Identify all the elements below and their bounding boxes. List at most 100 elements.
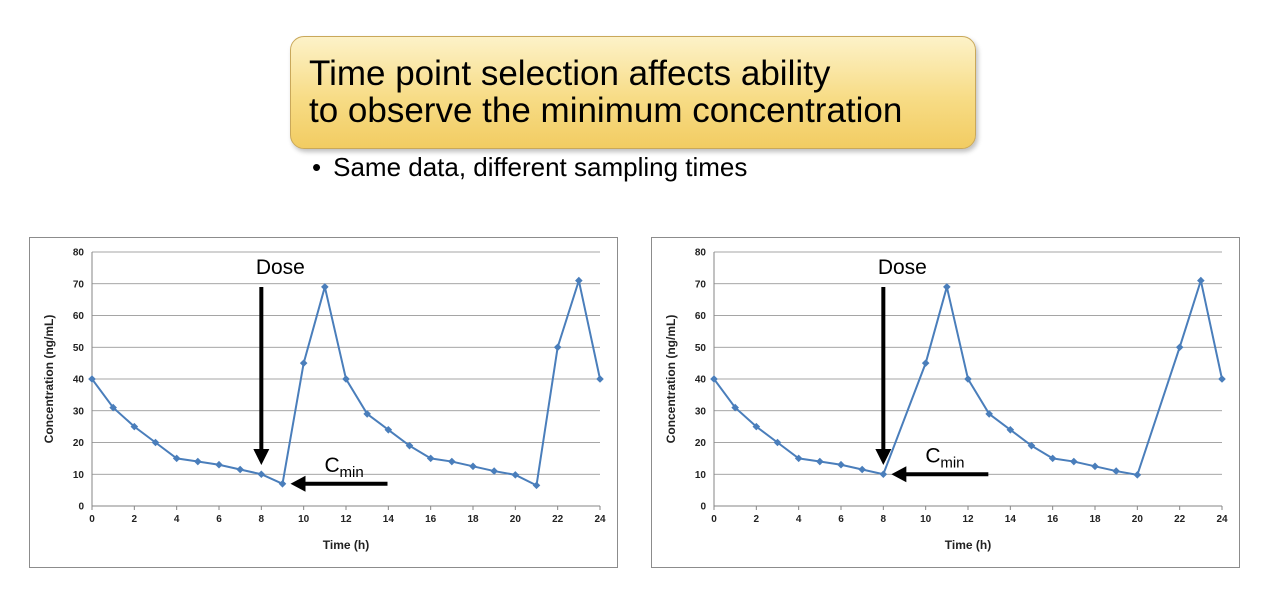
data-point-marker bbox=[342, 375, 350, 383]
data-point-marker bbox=[1218, 375, 1226, 383]
dose-label: Dose bbox=[256, 256, 305, 279]
y-tick-label: 10 bbox=[73, 470, 85, 481]
y-tick-label: 50 bbox=[73, 343, 85, 354]
y-axis-title: Concentration (ng/mL) bbox=[664, 315, 678, 444]
data-point-marker bbox=[88, 375, 96, 383]
data-point-marker bbox=[985, 410, 993, 418]
data-point-marker bbox=[794, 454, 803, 463]
data-point-marker bbox=[1070, 457, 1078, 466]
cmin-label-subscript: min bbox=[940, 454, 964, 471]
data-point-marker bbox=[532, 481, 541, 490]
y-tick-label: 40 bbox=[73, 375, 85, 386]
data-point-marker bbox=[1091, 462, 1099, 471]
chart-panel-right: 0 10 20 30 40 50 60 70 80 0 2 4 6 8 10 12 14 16 18 20 22 24 Ti… bbox=[651, 237, 1240, 568]
cmin-label: C bbox=[925, 444, 940, 467]
data-point-marker bbox=[943, 283, 951, 291]
x-tick-label: 18 bbox=[467, 514, 479, 525]
data-point-marker bbox=[215, 460, 223, 469]
data-point-marker bbox=[490, 467, 498, 475]
x-tick-label: 6 bbox=[838, 514, 844, 525]
x-tick-label: 20 bbox=[510, 514, 522, 525]
x-tick-label: 0 bbox=[711, 514, 717, 525]
y-tick-label: 0 bbox=[78, 502, 84, 513]
data-point-marker bbox=[921, 359, 930, 367]
cmin-label: C bbox=[325, 454, 340, 477]
dose-label: Dose bbox=[878, 256, 927, 279]
x-tick-label: 20 bbox=[1132, 514, 1144, 525]
y-tick-label: 10 bbox=[695, 470, 707, 481]
x-tick-label: 22 bbox=[552, 514, 564, 525]
data-point-marker bbox=[1027, 441, 1036, 450]
x-tick-label: 14 bbox=[383, 514, 395, 525]
data-point-marker bbox=[236, 465, 244, 474]
slide-title-box: Time point selection affects ability to … bbox=[290, 36, 976, 149]
bullet-point: • Same data, different sampling times bbox=[312, 152, 747, 183]
x-tick-label: 12 bbox=[340, 514, 352, 525]
data-point-marker bbox=[816, 457, 824, 466]
x-tick-label: 10 bbox=[920, 514, 932, 525]
series-line bbox=[91, 276, 601, 487]
x-tick-label: 14 bbox=[1005, 514, 1017, 525]
data-point-marker bbox=[321, 283, 329, 291]
data-point-marker bbox=[511, 471, 520, 479]
data-point-marker bbox=[1112, 467, 1120, 475]
y-tick-label: 20 bbox=[695, 438, 707, 449]
x-tick-label: 8 bbox=[881, 514, 887, 525]
data-point-marker bbox=[1048, 454, 1057, 463]
data-point-marker bbox=[1197, 276, 1205, 285]
data-point-marker bbox=[858, 465, 866, 474]
data-point-marker bbox=[405, 441, 414, 450]
x-tick-label: 24 bbox=[594, 514, 606, 525]
x-tick-label: 8 bbox=[259, 514, 265, 525]
data-point-marker bbox=[752, 422, 761, 431]
cmin-arrow-head-icon bbox=[290, 475, 306, 492]
x-axis-title: Time (h) bbox=[945, 538, 991, 552]
bullet-text: Same data, different sampling times bbox=[333, 152, 748, 182]
data-point-marker bbox=[553, 343, 562, 352]
x-axis-title: Time (h) bbox=[323, 538, 369, 552]
x-tick-label: 2 bbox=[132, 514, 138, 525]
y-tick-label: 20 bbox=[73, 438, 85, 449]
data-point-marker bbox=[172, 454, 181, 463]
x-tick-label: 16 bbox=[1047, 514, 1059, 525]
data-point-marker bbox=[384, 426, 393, 434]
y-tick-label: 50 bbox=[695, 343, 707, 354]
chart-panel-left: 0 10 20 30 40 50 60 70 80 0 2 4 6 8 10 12 14 16 18 20 22 24 Ti… bbox=[29, 237, 618, 568]
x-tick-label: 2 bbox=[754, 514, 760, 525]
data-point-marker bbox=[151, 438, 160, 447]
x-tick-label: 6 bbox=[216, 514, 222, 525]
y-tick-label: 80 bbox=[73, 248, 85, 259]
slide-title-line-1: Time point selection affects ability bbox=[309, 54, 831, 93]
y-tick-label: 30 bbox=[695, 406, 707, 417]
x-tick-label: 18 bbox=[1089, 514, 1101, 525]
x-tick-label: 24 bbox=[1216, 514, 1228, 525]
x-tick-label: 16 bbox=[425, 514, 437, 525]
data-point-marker bbox=[575, 276, 583, 285]
cmin-label-subscript: min bbox=[340, 464, 364, 481]
y-tick-label: 70 bbox=[73, 279, 85, 290]
data-point-marker bbox=[1133, 471, 1142, 479]
x-tick-label: 4 bbox=[796, 514, 802, 525]
data-point-marker bbox=[837, 460, 845, 469]
dose-arrow-head-icon bbox=[253, 449, 270, 465]
data-point-marker bbox=[731, 403, 739, 412]
x-tick-label: 10 bbox=[298, 514, 310, 525]
data-point-marker bbox=[426, 454, 435, 463]
y-tick-label: 60 bbox=[695, 311, 707, 322]
y-tick-label: 70 bbox=[695, 279, 707, 290]
data-point-marker bbox=[1006, 426, 1015, 434]
bullet-dot-icon: • bbox=[312, 152, 322, 182]
data-point-marker bbox=[1175, 343, 1184, 352]
data-point-marker bbox=[194, 457, 202, 466]
cmin-arrow-head-icon bbox=[891, 466, 907, 483]
slide-title-line-2: to observe the minimum concentration bbox=[309, 91, 903, 130]
x-tick-label: 0 bbox=[89, 514, 95, 525]
y-tick-label: 60 bbox=[73, 311, 85, 322]
data-point-marker bbox=[257, 470, 266, 479]
data-point-marker bbox=[596, 375, 604, 383]
x-tick-label: 22 bbox=[1174, 514, 1186, 525]
data-point-marker bbox=[299, 359, 308, 367]
dose-arrow-head-icon bbox=[875, 449, 892, 465]
